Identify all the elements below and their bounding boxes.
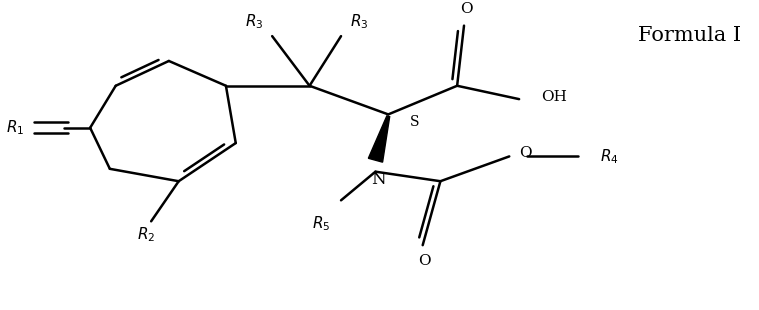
Text: $R_4$: $R_4$ xyxy=(600,147,619,166)
Polygon shape xyxy=(368,116,389,162)
Text: O: O xyxy=(519,146,532,160)
Text: $R_5$: $R_5$ xyxy=(312,214,330,232)
Text: O: O xyxy=(460,2,472,16)
Text: $R_3$: $R_3$ xyxy=(245,12,263,31)
Text: $R_1$: $R_1$ xyxy=(6,118,24,137)
Text: $R_3$: $R_3$ xyxy=(349,12,368,31)
Text: $R_2$: $R_2$ xyxy=(137,225,156,244)
Text: OH: OH xyxy=(540,90,567,104)
Text: Formula I: Formula I xyxy=(638,26,742,45)
Text: O: O xyxy=(418,255,431,268)
Text: N: N xyxy=(371,171,386,188)
Text: S: S xyxy=(410,115,420,129)
